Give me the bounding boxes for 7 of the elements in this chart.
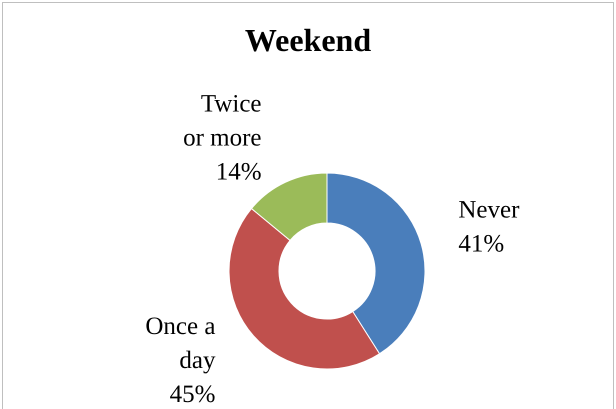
slice-label: Once a day	[145, 312, 216, 374]
data-label: 14%	[216, 158, 262, 186]
data-label: 45%	[170, 380, 216, 408]
chart-title: Weekend	[244, 22, 372, 59]
data-label: 41%	[458, 230, 504, 257]
slice-label: Never	[458, 196, 520, 223]
slice-label: Twice or more	[183, 90, 262, 152]
